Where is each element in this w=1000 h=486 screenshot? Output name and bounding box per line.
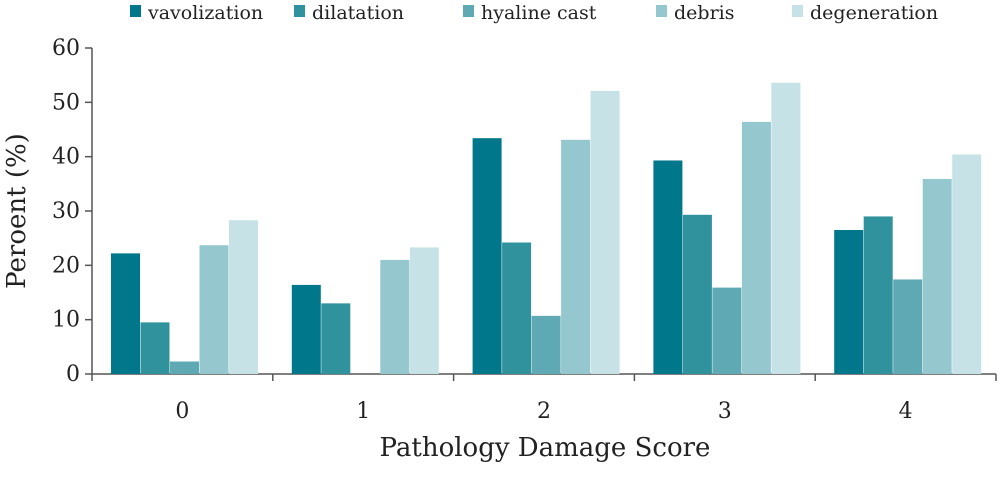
y-tick-label: 60 [52,36,80,61]
bar-vavolization-1 [291,284,321,374]
bar-hyaline-cast-2 [531,315,561,374]
y-tick-label: 20 [52,253,80,278]
bar-dilatation-1 [321,303,351,374]
bar-hyaline-cast-0 [170,361,199,374]
bar-degeneration-4 [952,154,982,374]
x-axis-title: Pathology Damage Score [380,433,711,463]
bar-hyaline-cast-4 [893,279,923,374]
bar-dilatation-2 [502,242,532,374]
bar-vavolization-2 [472,138,502,374]
y-tick-label: 30 [52,199,80,224]
legend-swatch [294,5,305,17]
bar-debris-2 [561,139,591,374]
bar-vavolization-0 [111,253,140,374]
legend-label: hyaline cast [481,2,597,24]
bar-hyaline-cast-3 [712,287,742,374]
bar-debris-1 [380,259,410,374]
legend-swatch [463,5,474,17]
bar-degeneration-0 [229,220,258,374]
x-tick-label: 0 [175,399,189,424]
y-axis-ticks: 0 10 20 30 40 50 60 [52,36,92,387]
bar-degeneration-3 [771,82,801,375]
bar-vavolization-4 [834,230,864,374]
bars [111,82,982,375]
y-tick-label: 10 [52,308,80,333]
legend-label: dilatation [312,2,404,24]
bar-debris-3 [741,121,771,374]
legend-swatch [130,5,141,17]
x-tick-label: 1 [356,399,370,424]
x-tick-label: 2 [537,399,551,424]
bar-debris-0 [199,245,229,374]
legend-label: degeneration [810,2,938,24]
x-axis-ticks: 0 1 2 3 4 [91,374,997,424]
x-tick-label: 3 [718,399,732,424]
legend-swatch [792,5,803,17]
legend: vavolization dilatation hyaline cast debris… [130,2,938,24]
legend-label: vavolization [147,2,263,24]
y-tick-label: 40 [52,145,80,170]
legend-swatch [656,5,667,17]
x-tick-label: 4 [899,399,913,424]
bar-dilatation-3 [682,214,712,374]
bar-dilatation-4 [863,216,893,374]
y-tick-label: 50 [52,90,80,115]
bar-dilatation-0 [140,322,170,374]
y-tick-label: 0 [66,362,80,387]
bar-debris-4 [922,178,952,374]
y-axis-title: Peroent (%) [2,133,32,289]
bar-vavolization-3 [653,160,683,374]
bar-degeneration-2 [590,90,620,374]
bar-degeneration-1 [409,247,439,374]
legend-label: debris [674,2,734,24]
